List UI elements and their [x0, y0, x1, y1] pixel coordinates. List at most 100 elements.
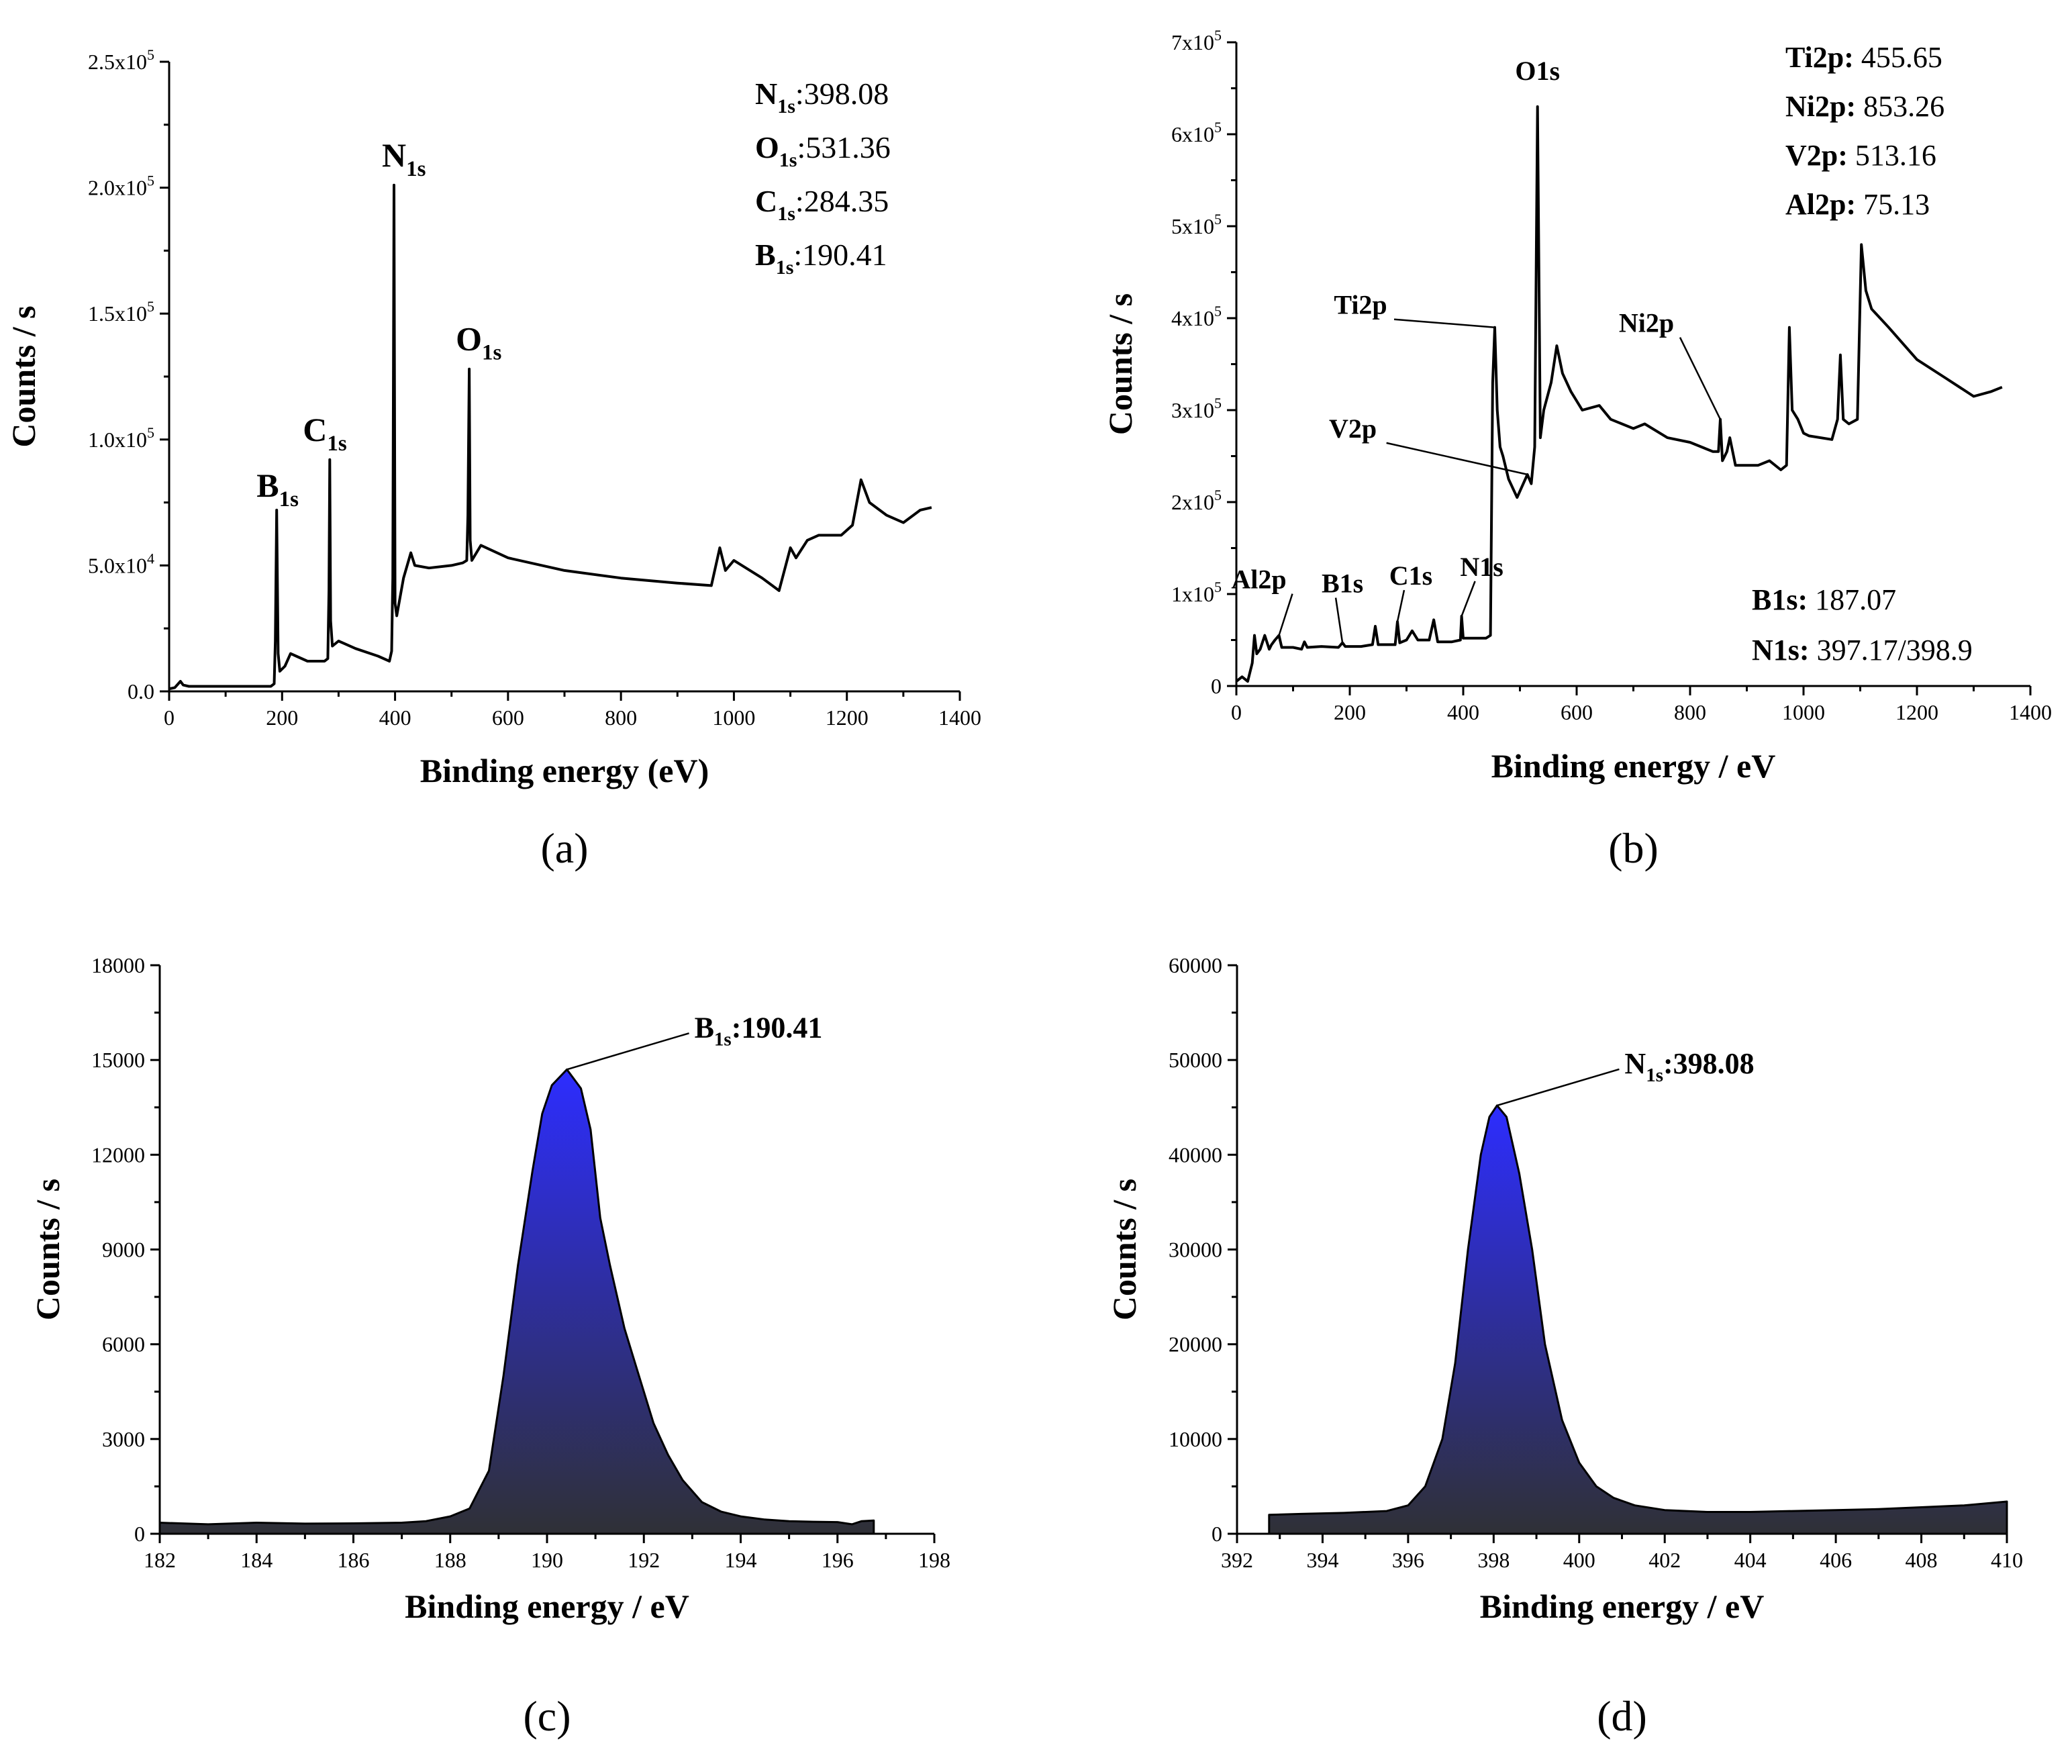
y-tick-label-3: 9000: [102, 1238, 145, 1262]
y-tick-label-2: 2x105: [1171, 487, 1222, 514]
y-tick-label-2: 6000: [102, 1332, 145, 1357]
x-tick-label-5: 1000: [712, 705, 755, 730]
binding-energy-note-1: O1s:531.36: [755, 130, 891, 171]
binding-energy-note-2: C1s:284.35: [755, 184, 889, 225]
x-tick-label-6: 1200: [1895, 700, 1938, 724]
y-tick-label-6: 60000: [1169, 953, 1222, 977]
peak-label-V2p: V2p: [1329, 413, 1377, 444]
x-axis-label: Binding energy / eV: [1480, 1587, 1765, 1625]
leader-Al2p: [1278, 593, 1293, 636]
y-tick-label-1: 10000: [1169, 1427, 1222, 1451]
y-axis-label: Counts / s: [1101, 293, 1139, 435]
x-tick-label-3: 398: [1477, 1548, 1510, 1572]
y-tick-label-7: 7x105: [1171, 27, 1222, 54]
x-tick-label-6: 194: [725, 1548, 757, 1572]
y-tick-label-4: 4x105: [1171, 303, 1222, 330]
y-tick-label-4: 2.0x105: [88, 173, 154, 200]
y-tick-label-6: 6x105: [1171, 119, 1222, 146]
binding-energy-note-0: Ti2p: 455.65: [1785, 41, 1942, 74]
x-tick-label-0: 0: [1231, 700, 1242, 724]
y-tick-label-0: 0: [1212, 1522, 1222, 1546]
y-tick-label-6: 18000: [91, 953, 145, 977]
x-tick-label-0: 392: [1221, 1548, 1253, 1572]
y-tick-label-0: 0.0: [128, 679, 154, 703]
x-tick-label-7: 1400: [938, 705, 981, 730]
binding-energy-note-bottom-0: B1s: 187.07: [1752, 583, 1896, 616]
x-tick-label-4: 400: [1563, 1548, 1595, 1572]
chart-panel-c: 182 184 186 188 190 192 194 196 198 0 3000 6000 9000…: [29, 953, 950, 1740]
x-tick-label-4: 800: [1674, 700, 1706, 724]
panel-label: (b): [1608, 824, 1659, 872]
x-tick-label-2: 400: [379, 705, 411, 730]
chart-panel-b: 0 200 400 600 800 1000 1200 1400 0 1x105 2x105 3x10…: [1101, 27, 2052, 872]
binding-energy-note-3: Al2p: 75.13: [1785, 188, 1930, 221]
binding-energy-note-1: Ni2p: 853.26: [1785, 90, 1944, 123]
x-tick-label-3: 600: [492, 705, 524, 730]
peak-annotation: B1s:190.41: [695, 1011, 823, 1050]
panel-label: (c): [523, 1692, 571, 1740]
x-tick-label-9: 410: [1991, 1548, 2023, 1572]
chart-panel-a: 0 200 400 600 800 1000 1200 1400 0.0 5.0x104 1.0x1…: [5, 46, 981, 872]
y-tick-label-3: 30000: [1169, 1238, 1222, 1262]
peak-label-N1s: N1s: [1460, 552, 1503, 582]
peak-label-Al2p: Al2p: [1231, 565, 1286, 595]
x-tick-label-1: 394: [1306, 1548, 1338, 1572]
x-tick-label-1: 200: [1334, 700, 1366, 724]
y-tick-label-3: 3x105: [1171, 395, 1222, 422]
panel-label: (d): [1597, 1692, 1647, 1740]
peak-leader-line: [566, 1032, 689, 1071]
spectrum-line: [168, 183, 932, 691]
peak-label-B1s: B1s: [1322, 569, 1363, 599]
x-axis-label: Binding energy / eV: [1491, 747, 1776, 785]
x-tick-label-2: 400: [1447, 700, 1479, 724]
peak-label-B1s: B1s: [256, 467, 299, 511]
y-tick-label-0: 0: [1211, 674, 1222, 698]
y-tick-label-1: 1x105: [1171, 579, 1222, 606]
x-tick-label-5: 192: [628, 1548, 660, 1572]
leader-Ni2p: [1679, 337, 1722, 420]
x-tick-label-8: 408: [1906, 1548, 1938, 1572]
leader-C1s: [1396, 589, 1405, 622]
x-tick-label-5: 402: [1648, 1548, 1681, 1572]
x-tick-label-6: 1200: [826, 705, 869, 730]
x-tick-label-4: 800: [605, 705, 637, 730]
chart-panel-d: 392 394 396 398 400 402 404 406 408 410 0 10000 2000…: [1105, 953, 2023, 1740]
x-tick-label-3: 600: [1561, 700, 1593, 724]
y-tick-label-5: 15000: [91, 1048, 145, 1072]
x-tick-label-4: 190: [531, 1548, 563, 1572]
peak-leader-line: [1497, 1068, 1620, 1107]
y-tick-label-5: 5x105: [1171, 211, 1222, 238]
x-tick-label-3: 188: [434, 1548, 466, 1572]
y-tick-label-5: 50000: [1169, 1048, 1222, 1072]
x-tick-label-1: 184: [240, 1548, 273, 1572]
leader-B1s: [1334, 597, 1344, 643]
y-axis-label: Counts / s: [5, 305, 42, 447]
x-tick-label-8: 198: [918, 1548, 950, 1572]
leader-N1s: [1461, 581, 1476, 617]
y-tick-label-5: 2.5x105: [88, 46, 154, 74]
y-tick-label-1: 3000: [102, 1427, 145, 1451]
peak-label-N1s: N1s: [382, 136, 426, 181]
peak-area: [158, 1068, 875, 1535]
peak-annotation: N1s:398.08: [1624, 1047, 1754, 1086]
x-axis-label: Binding energy (eV): [420, 752, 709, 789]
binding-energy-note-bottom-1: N1s: 397.17/398.9: [1752, 634, 1973, 667]
x-tick-label-5: 1000: [1782, 700, 1825, 724]
y-tick-label-4: 12000: [91, 1142, 145, 1167]
x-tick-label-6: 404: [1734, 1548, 1767, 1572]
y-tick-label-2: 20000: [1169, 1332, 1222, 1357]
x-tick-label-7: 196: [822, 1548, 854, 1572]
leader-Ti2p: [1393, 318, 1495, 328]
peak-label-Ti2p: Ti2p: [1334, 290, 1387, 320]
peak-label-C1s: C1s: [1389, 560, 1432, 591]
y-tick-label-2: 1.0x105: [88, 424, 154, 452]
peak-label-Ni2p: Ni2p: [1619, 308, 1674, 338]
y-axis-label: Counts / s: [1105, 1179, 1143, 1320]
y-tick-label-1: 5.0x104: [88, 550, 154, 577]
binding-energy-note-3: B1s:190.41: [755, 238, 887, 279]
binding-energy-note-0: N1s:398.08: [755, 77, 889, 117]
y-axis-label: Counts / s: [29, 1179, 66, 1320]
y-tick-label-0: 0: [134, 1522, 145, 1546]
x-tick-label-1: 200: [266, 705, 298, 730]
x-tick-label-7: 406: [1820, 1548, 1852, 1572]
